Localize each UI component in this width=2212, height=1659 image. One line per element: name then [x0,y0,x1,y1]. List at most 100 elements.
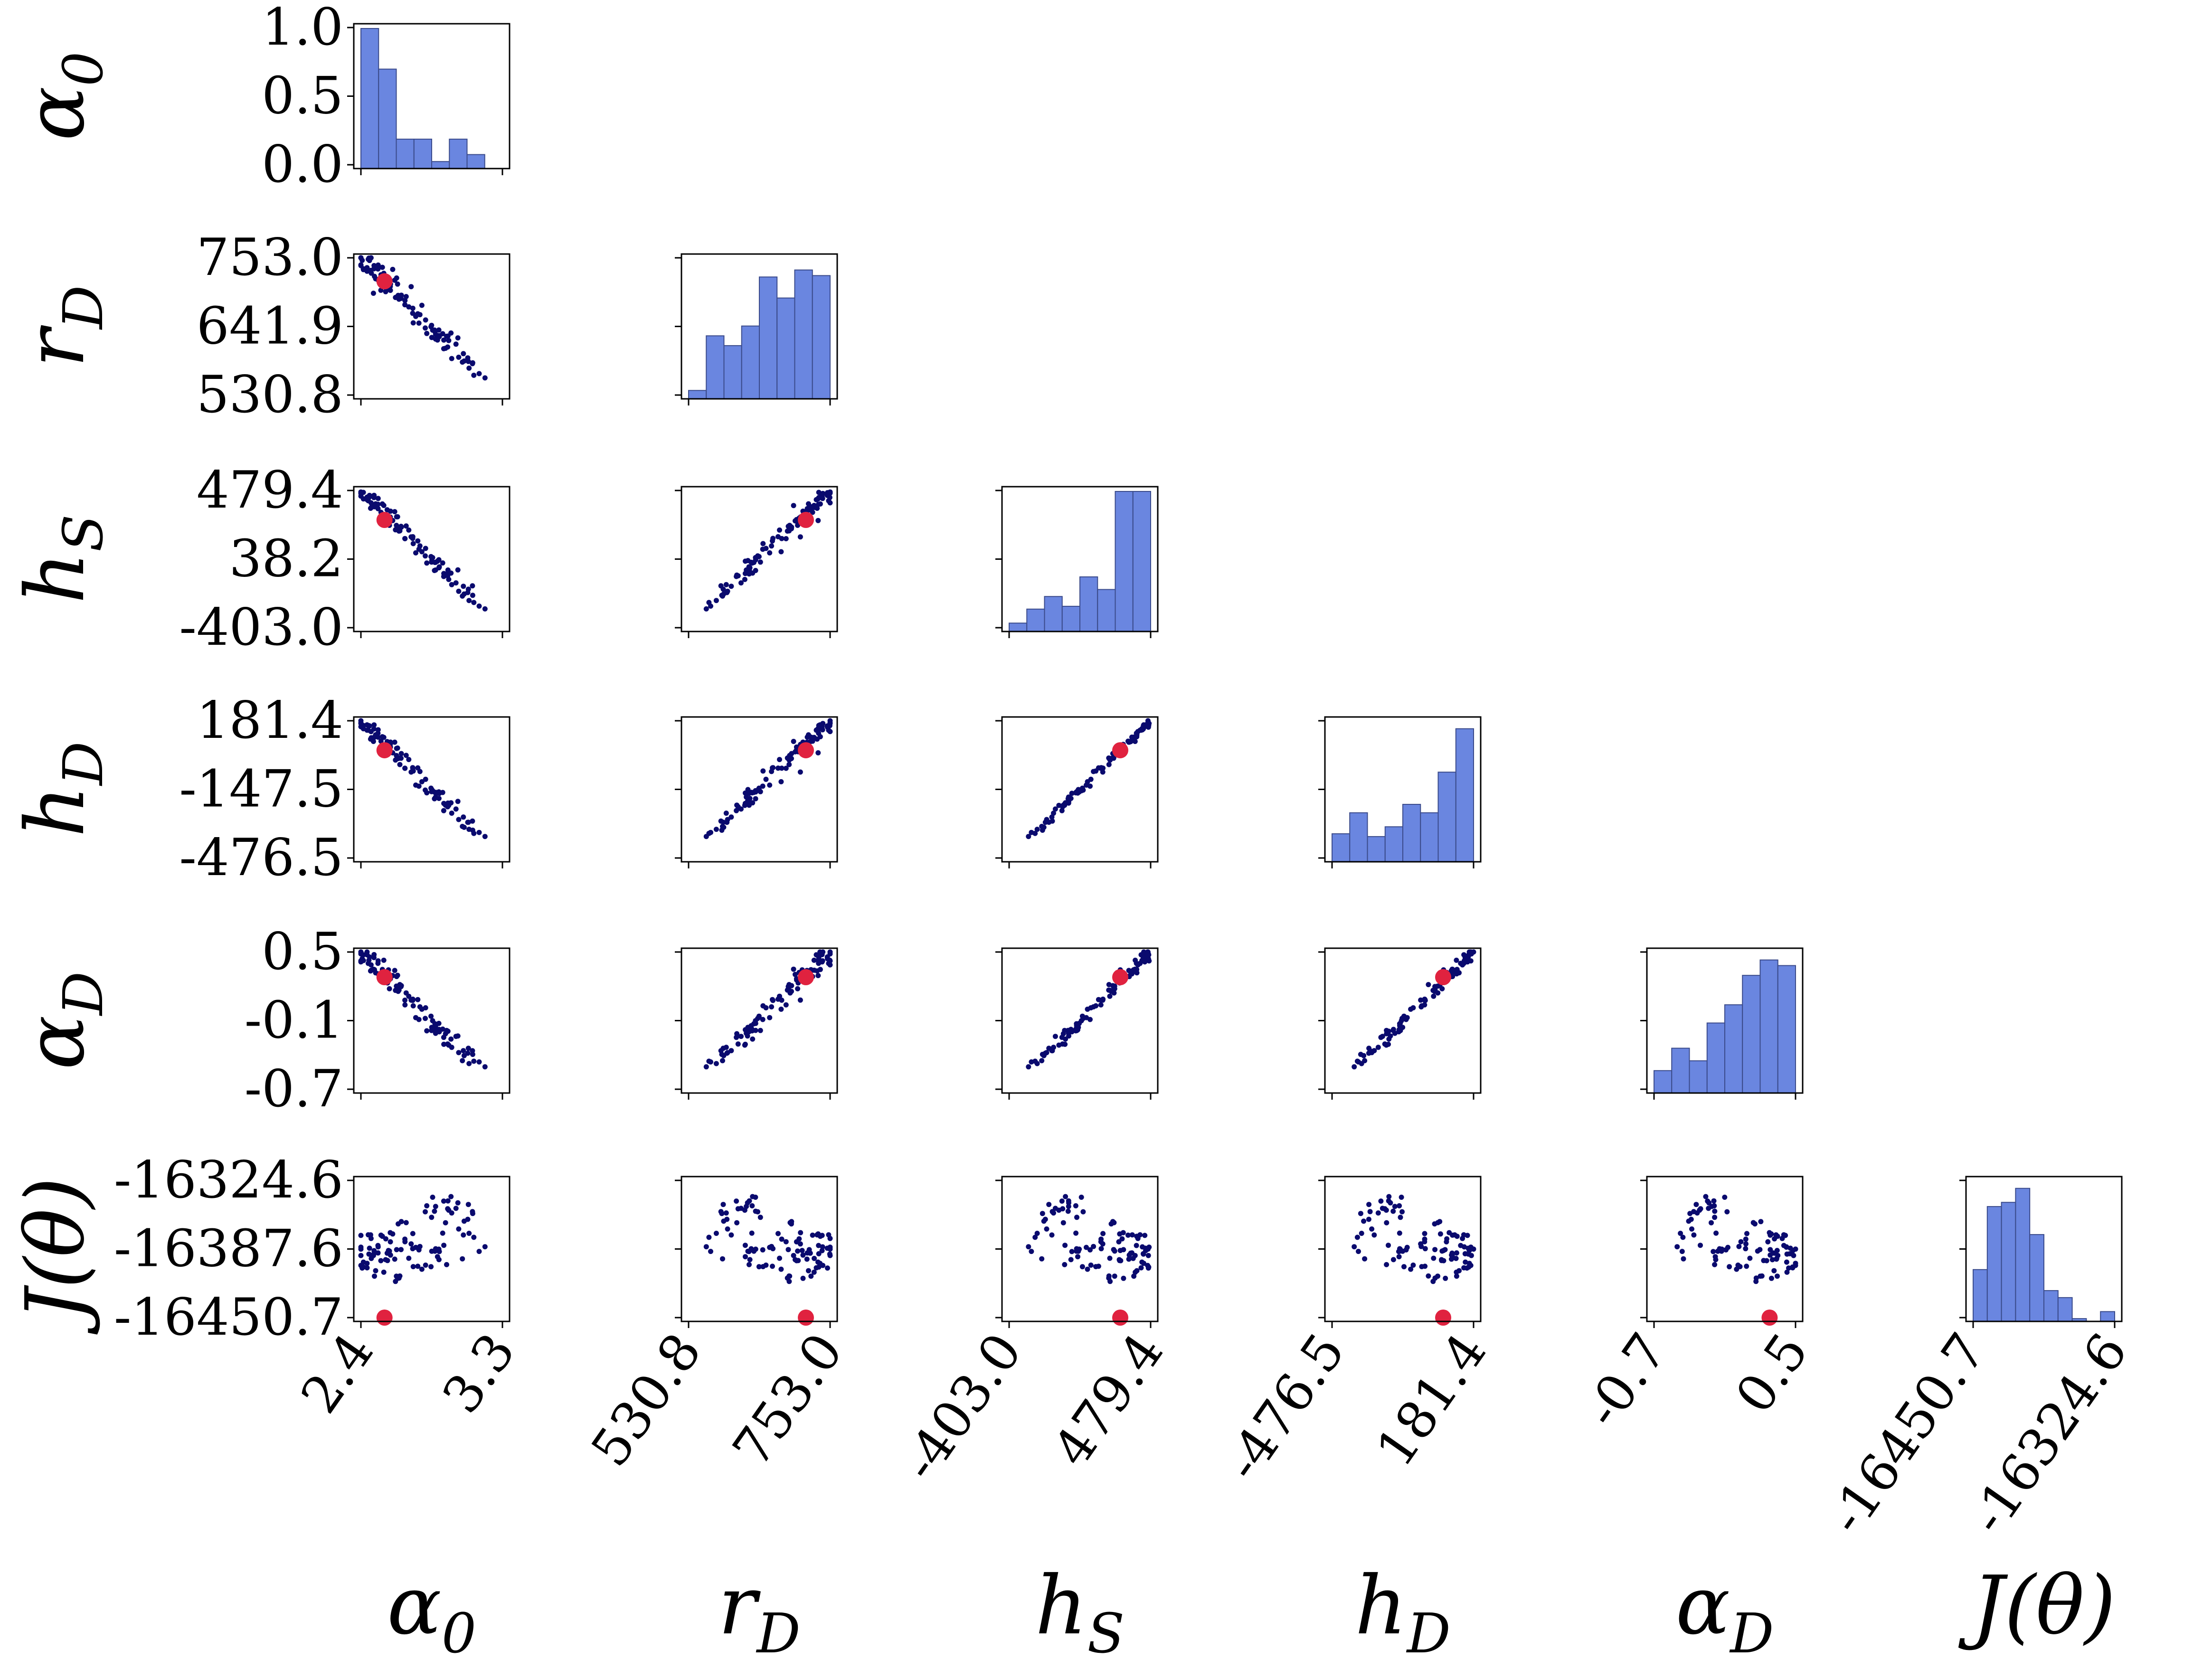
scatter-point-rD-hD [815,726,821,732]
scatter-point-rD-hD [783,765,789,771]
scatter-point-rD-hD [819,722,825,728]
scatter-point-hD-alphaD [1354,1058,1360,1064]
scatter-point-alpha0-rD [375,262,381,268]
scatter-point-alpha0-alphaD [402,1002,408,1008]
x-tick-label-hS: 479.4 [1042,1323,1175,1477]
scatter-point-rD-alphaD [763,1005,769,1010]
scatter-point-hD-J [1432,1247,1438,1253]
scatter-point-rD-J [778,1266,784,1272]
optimum-point-alpha0-rD [376,273,393,290]
scatter-point-rD-hS [769,543,775,549]
scatter-point-rD-J [724,1216,730,1222]
scatter-point-hS-J [1079,1264,1085,1270]
y-tick-label-hD: 181.4 [197,691,343,750]
scatter-point-alphaD-J [1775,1234,1780,1239]
scatter-point-alpha0-rD [403,294,409,300]
y-tick-label-rD: 641.9 [197,297,343,356]
scatter-point-rD-J [769,1244,775,1249]
scatter-point-rD-J [738,1206,744,1211]
scatter-point-alpha0-hD [397,762,403,767]
scatter-point-alphaD-J [1791,1253,1796,1258]
scatter-point-rD-hS [760,541,766,547]
scatter-point-hD-J [1454,1269,1459,1275]
scatter-point-rD-J [816,1251,822,1256]
scatter-point-hS-J [1121,1275,1126,1281]
scatter-point-alpha0-hD [465,820,471,825]
x-tick-label-hS: -403.0 [891,1323,1034,1491]
scatter-point-alpha0-hS [394,523,399,528]
scatter-point-rD-hS [783,536,789,541]
scatter-point-rD-J [757,1215,763,1220]
scatter-point-hS-alphaD [1141,957,1146,963]
scatter-point-alpha0-alphaD [392,968,397,973]
scatter-point-hS-alphaD [1138,952,1144,958]
scatter-point-alpha0-alphaD [435,1027,440,1033]
scatter-point-rD-hD [769,769,775,774]
scatter-point-alpha0-alphaD [453,1034,459,1039]
scatter-point-alpha0-hS [423,546,428,551]
scatter-point-hD-J [1399,1209,1405,1215]
scatter-point-rD-hS [738,580,744,586]
col-axis-label-rD: rD [718,1559,800,1659]
scatter-point-rD-J [719,1211,725,1216]
col-axis-label-hD: hD [1355,1559,1451,1659]
scatter-point-rD-hD [724,820,730,825]
scatter-point-alphaD-J [1747,1255,1753,1261]
scatter-point-alpha0-hS [470,593,475,598]
scatter-point-hS-J [1078,1195,1084,1200]
scatter-point-alpha0-alphaD [465,1046,471,1051]
scatter-point-alpha0-rD [453,341,459,347]
scatter-point-rD-hD [723,811,729,816]
x-tick-label-rD: 530.8 [580,1323,713,1477]
scatter-point-hS-hD [1042,820,1048,825]
scatter-point-hS-hD [1133,735,1138,740]
scatter-point-alpha0-rD [359,257,365,263]
scatter-point-alpha0-alphaD [428,1013,434,1019]
scatter-point-hS-hD [1059,808,1065,813]
scatter-point-hS-alphaD [1039,1058,1045,1064]
scatter-point-rD-J [812,1255,817,1261]
scatter-point-hD-J [1361,1218,1367,1224]
scatter-point-alpha0-rD [416,320,422,326]
scatter-point-rD-hD [804,735,810,740]
scatter-point-rD-alphaD [827,957,832,963]
scatter-point-hS-alphaD [1075,1027,1080,1033]
scatter-point-alpha0-hS [445,567,451,573]
hist-bar-hS [1115,491,1134,632]
scatter-point-rD-hD [734,802,740,808]
scatter-point-hD-alphaD [1352,1064,1357,1070]
scatter-point-hD-alphaD [1465,957,1471,963]
y-tick-label-alpha0: 0.0 [262,135,343,194]
hist-bar-hD [1384,826,1403,862]
scatter-point-rD-J [798,1230,804,1235]
scatter-point-hD-J [1463,1259,1468,1265]
scatter-point-rD-alphaD [811,957,817,963]
scatter-point-hS-alphaD [1052,1034,1058,1039]
scatter-point-alpha0-rD [441,346,446,351]
scatter-point-alpha0-alphaD [476,1059,482,1065]
scatter-point-rD-hD [777,757,782,763]
scatter-point-alpha0-J [470,1211,475,1216]
scatter-point-rD-J [755,1209,761,1215]
scatter-point-rD-hD [785,755,790,761]
scatter-point-alpha0-alphaD [441,1041,447,1047]
scatter-point-hS-J [1046,1202,1052,1207]
scatter-point-rD-hS [763,546,769,551]
y-tick-label-hD: -476.5 [179,828,343,887]
scatter-point-hD-alphaD [1466,952,1472,957]
scatter-point-rD-hD [728,814,734,820]
scatter-point-hS-hD [1087,783,1093,789]
scatter-point-alphaD-J [1712,1208,1718,1214]
scatter-point-alpha0-hD [453,806,459,812]
scatter-point-rD-hS [817,501,823,507]
hist-bar-hS [1097,589,1116,632]
scatter-point-rD-J [747,1262,752,1267]
scatter-point-hD-J [1358,1211,1363,1216]
scatter-point-alpha0-J [375,1243,381,1248]
scatter-point-alphaD-J [1724,1209,1730,1215]
scatter-point-rD-alphaD [777,993,782,999]
scatter-point-rD-J [804,1256,810,1262]
scatter-point-alpha0-alphaD [423,1005,428,1010]
scatter-point-hS-alphaD [1111,990,1117,996]
scatter-point-hS-hD [1034,827,1040,832]
